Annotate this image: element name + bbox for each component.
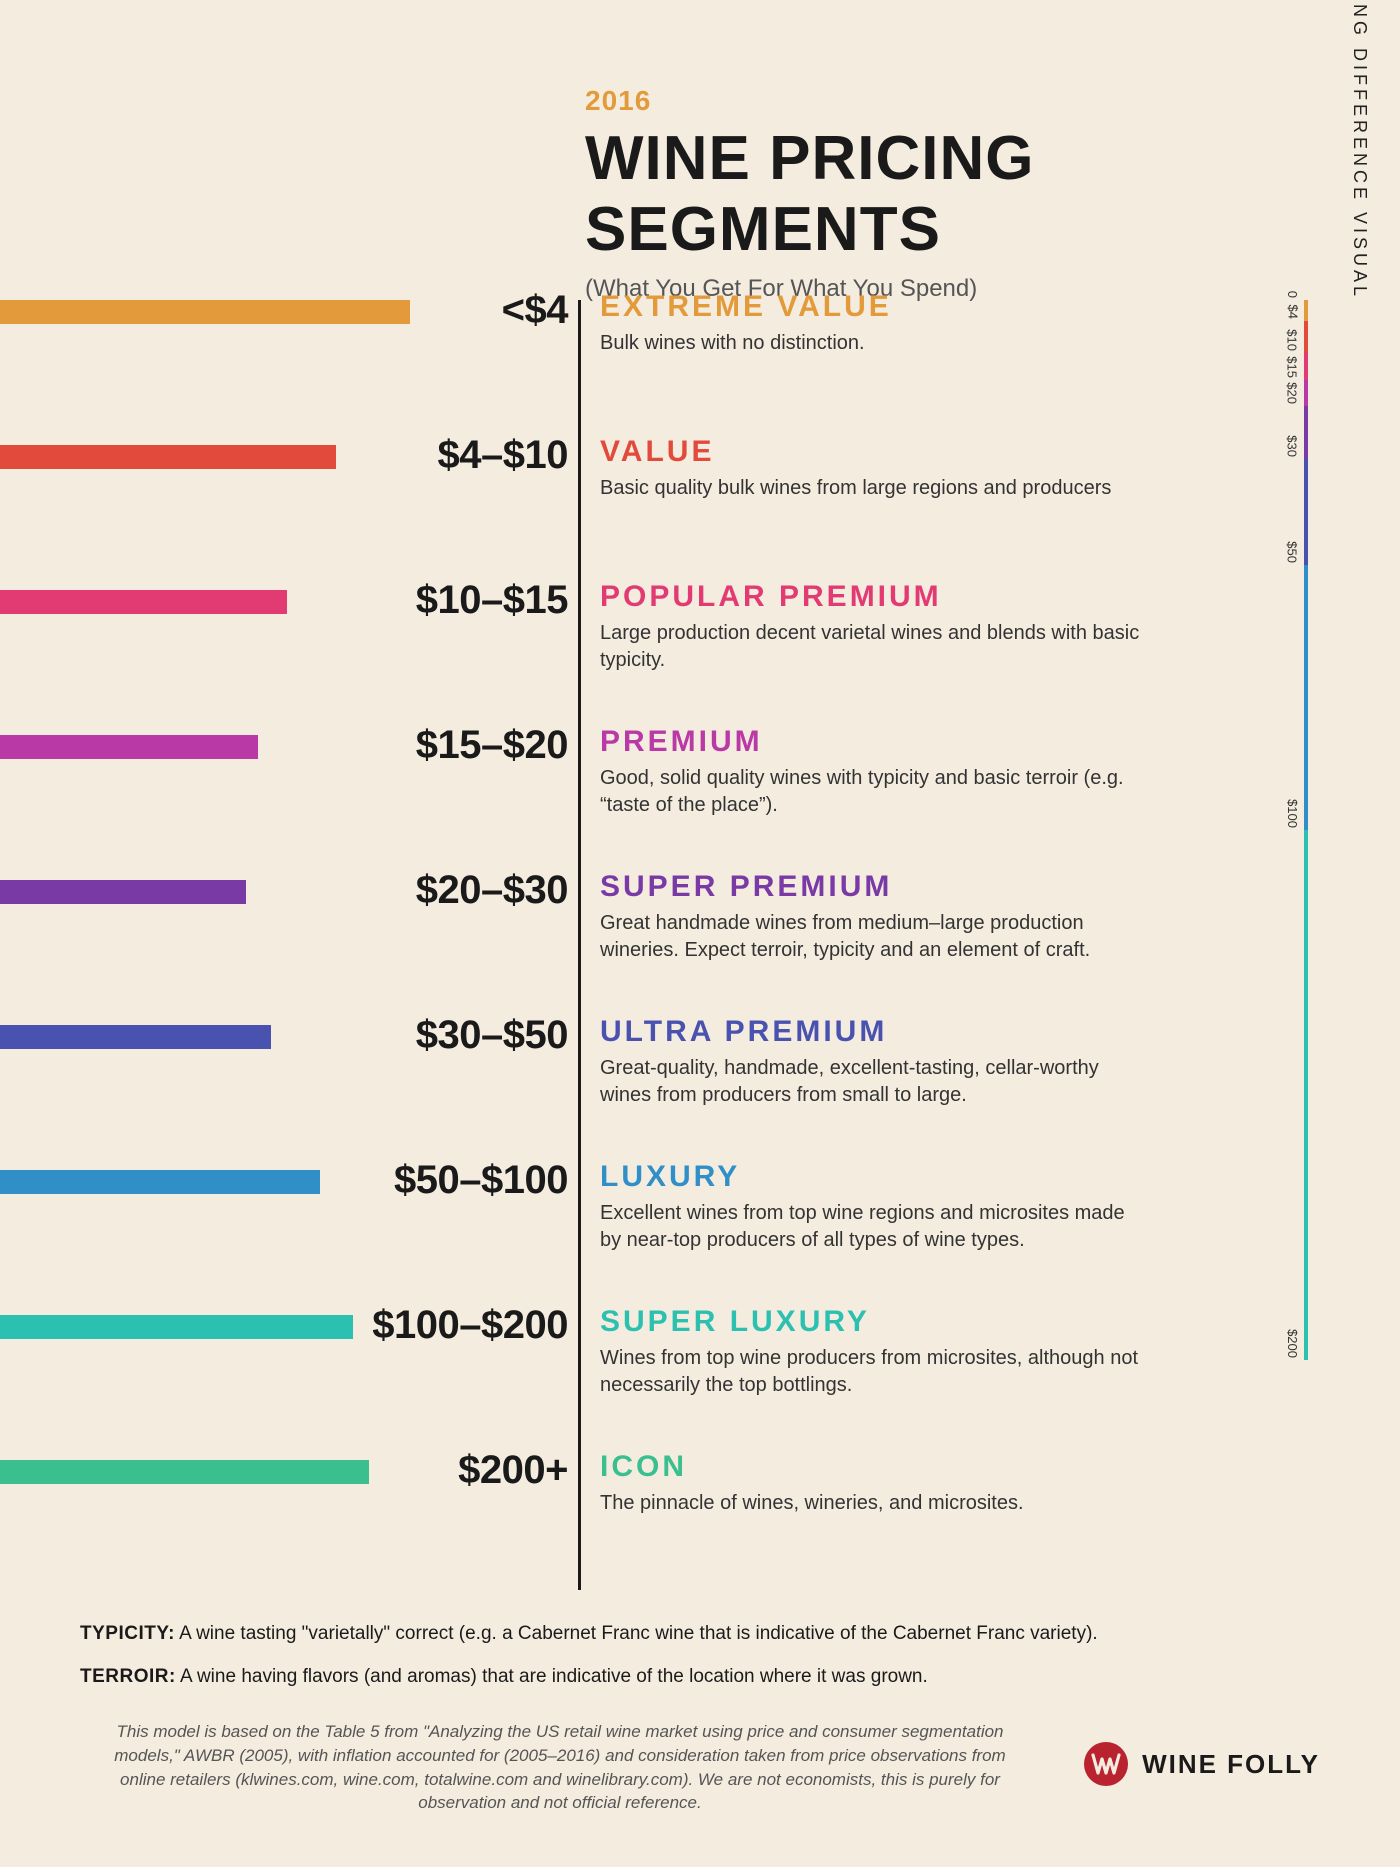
segment-desc: Good, solid quality wines with typicity … — [600, 765, 1140, 819]
scale-segment — [1304, 565, 1308, 830]
segment-name: EXTREME VALUE — [600, 290, 892, 324]
definition: TYPICITY: A wine tasting "varietally" co… — [80, 1620, 1320, 1649]
definition-term: TYPICITY: — [80, 1623, 175, 1644]
scale-segment — [1304, 459, 1308, 565]
segment-name: SUPER LUXURY — [600, 1305, 870, 1339]
definition-term: TERROIR: — [80, 1666, 176, 1687]
brand-logo-icon — [1084, 1742, 1128, 1786]
segment-desc: Wines from top wine producers from micro… — [600, 1345, 1140, 1399]
segment-name: VALUE — [600, 435, 714, 469]
segment-price: <$4 — [502, 288, 568, 333]
segment-desc: Great-quality, handmade, excellent-tasti… — [600, 1055, 1140, 1109]
segment-desc: Large production decent varietal wines a… — [600, 620, 1140, 674]
scale-segment — [1304, 380, 1308, 407]
definition-text: A wine having flavors (and aromas) that … — [176, 1666, 928, 1687]
segment-price: $4–$10 — [438, 433, 568, 478]
scale-tick: $100 — [1285, 799, 1300, 828]
segment-price: $20–$30 — [416, 868, 568, 913]
segment-bar — [0, 1315, 353, 1339]
credits-text: This model is based on the Table 5 from … — [100, 1720, 1020, 1815]
segment-row: $200+ICONThe pinnacle of wines, wineries… — [0, 1460, 1400, 1605]
segment-desc: Great handmade wines from medium–large p… — [600, 910, 1140, 964]
price-scale: PRICING DIFFERENCE VISUAL 0$4$10$15$20$3… — [1270, 300, 1360, 1360]
scale-tick: $200 — [1285, 1329, 1300, 1358]
segment-price: $200+ — [458, 1448, 568, 1493]
segment-row: <$4EXTREME VALUEBulk wines with no disti… — [0, 300, 1400, 445]
scale-tick: $20 — [1285, 382, 1300, 404]
scale-tick: 0 — [1285, 291, 1300, 298]
segment-row: $4–$10VALUEBasic quality bulk wines from… — [0, 445, 1400, 590]
segment-bar — [0, 590, 287, 614]
scale-tick: $30 — [1285, 435, 1300, 457]
segment-row: $10–$15POPULAR PREMIUMLarge production d… — [0, 590, 1400, 735]
segment-price: $30–$50 — [416, 1013, 568, 1058]
segment-name: ULTRA PREMIUM — [600, 1015, 887, 1049]
segment-name: ICON — [600, 1450, 687, 1484]
scale-tick: $15 — [1285, 356, 1300, 378]
segment-bar — [0, 445, 336, 469]
scale-tick: $50 — [1285, 541, 1300, 563]
segment-desc: Bulk wines with no distinction. — [600, 330, 1140, 357]
segment-price: $50–$100 — [394, 1158, 568, 1203]
segment-bar — [0, 880, 246, 904]
year-label: 2016 — [585, 85, 1400, 117]
segment-desc: Basic quality bulk wines from large regi… — [600, 475, 1140, 502]
scale-segment — [1304, 830, 1308, 1360]
segment-name: PREMIUM — [600, 725, 763, 759]
definition: TERROIR: A wine having flavors (and arom… — [80, 1663, 1320, 1692]
page-title: WINE PRICING SEGMENTS — [585, 123, 1400, 265]
segment-row: $20–$30SUPER PREMIUMGreat handmade wines… — [0, 880, 1400, 1025]
scale-tick: $4 — [1285, 305, 1300, 319]
scale-segment — [1304, 300, 1308, 321]
segment-price: $100–$200 — [372, 1303, 568, 1348]
definitions: TYPICITY: A wine tasting "varietally" co… — [80, 1620, 1320, 1705]
scale-track — [1304, 300, 1308, 1360]
scale-segment — [1304, 353, 1308, 380]
scale-title: PRICING DIFFERENCE VISUAL — [1349, 0, 1370, 300]
brand-name: WINE FOLLY — [1142, 1749, 1320, 1780]
segment-desc: The pinnacle of wines, wineries, and mic… — [600, 1490, 1140, 1517]
segment-price: $15–$20 — [416, 723, 568, 768]
segment-name: LUXURY — [600, 1160, 740, 1194]
scale-segment — [1304, 406, 1308, 459]
segment-bar — [0, 300, 410, 324]
segment-bar — [0, 1170, 320, 1194]
segment-row: $15–$20PREMIUMGood, solid quality wines … — [0, 735, 1400, 880]
segment-price: $10–$15 — [416, 578, 568, 623]
header: 2016 WINE PRICING SEGMENTS (What You Get… — [585, 85, 1400, 303]
segment-bar — [0, 735, 258, 759]
segment-row: $50–$100LUXURYExcellent wines from top w… — [0, 1170, 1400, 1315]
segment-desc: Excellent wines from top wine regions an… — [600, 1200, 1140, 1254]
segment-row: $30–$50ULTRA PREMIUMGreat-quality, handm… — [0, 1025, 1400, 1170]
segment-row: $100–$200SUPER LUXURYWines from top wine… — [0, 1315, 1400, 1460]
scale-tick: $10 — [1285, 329, 1300, 351]
scale-segment — [1304, 321, 1308, 353]
definition-text: A wine tasting "varietally" correct (e.g… — [175, 1623, 1098, 1644]
brand: WINE FOLLY — [1084, 1742, 1320, 1786]
segment-bar — [0, 1025, 271, 1049]
segment-bar — [0, 1460, 369, 1484]
segment-name: POPULAR PREMIUM — [600, 580, 942, 614]
segment-name: SUPER PREMIUM — [600, 870, 892, 904]
